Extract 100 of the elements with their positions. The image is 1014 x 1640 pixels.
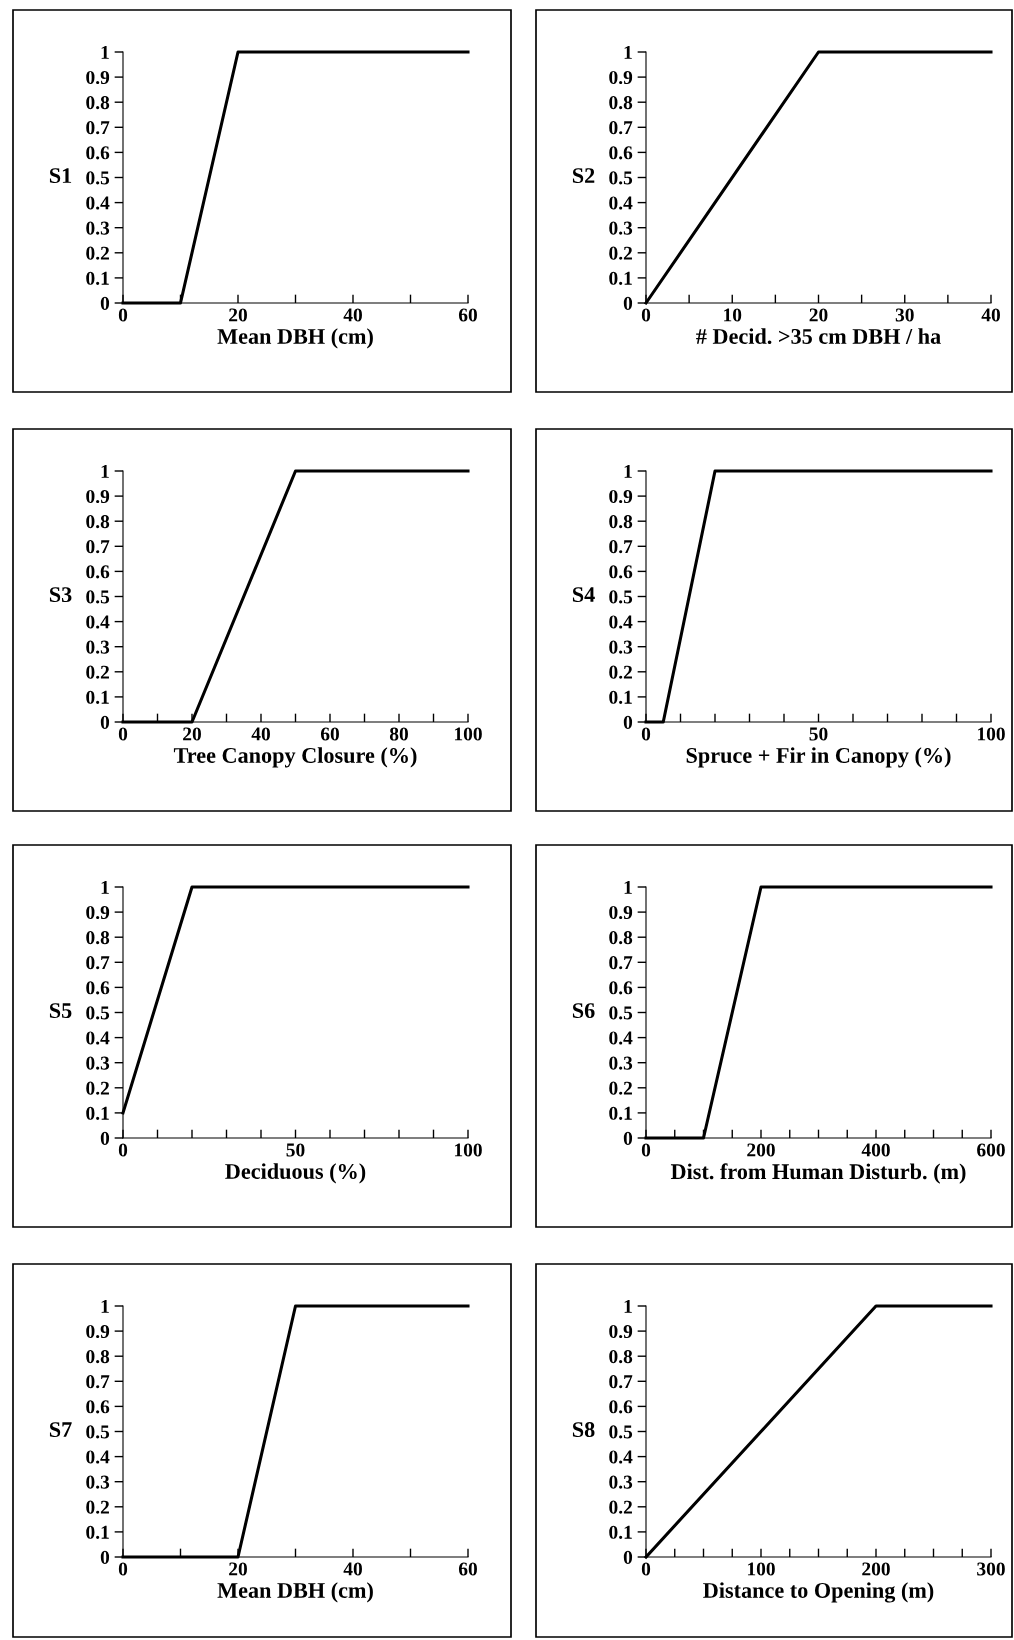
y-tick-label: 0.4 bbox=[86, 1450, 110, 1464]
y-tick-label: 0.5 bbox=[86, 590, 110, 604]
y-tick-label: 0.8 bbox=[609, 96, 633, 110]
y-tick-label: 0.4 bbox=[609, 1450, 633, 1464]
y-tick-label: 0.3 bbox=[609, 1475, 633, 1489]
x-tick-label: 20 bbox=[229, 308, 247, 322]
y-tick-label: 0 bbox=[623, 715, 633, 729]
y-tick-label: 0.6 bbox=[86, 146, 110, 160]
y-tick-label: 0.9 bbox=[86, 489, 110, 504]
x-axis-title: Mean DBH (cm) bbox=[217, 1582, 373, 1603]
x-tick-label: 0 bbox=[118, 308, 128, 322]
x-tick-label: 40 bbox=[251, 727, 270, 741]
x-tick-label: 0 bbox=[118, 1562, 128, 1576]
y-tick-label: 0.8 bbox=[86, 96, 110, 110]
y-tick-label: 0.3 bbox=[86, 640, 110, 654]
y-tick-label: 0.7 bbox=[609, 121, 633, 135]
x-tick-label: 40 bbox=[981, 308, 1000, 322]
x-axis-title: Distance to Opening (m) bbox=[703, 1582, 934, 1603]
y-tick-label: 0.1 bbox=[609, 271, 632, 285]
y-tick-label: 0.1 bbox=[609, 1525, 632, 1539]
y-tick-label: 0.2 bbox=[609, 1500, 632, 1514]
y-tick-label: 0.2 bbox=[86, 1081, 109, 1095]
y-tick-label: 0.7 bbox=[609, 540, 633, 554]
y-tick-label: 0.4 bbox=[86, 615, 110, 629]
y-tick-label: 0.1 bbox=[86, 690, 109, 704]
y-tick-label: 0.6 bbox=[609, 146, 633, 160]
y-tick-label: 0.4 bbox=[609, 615, 633, 629]
y-tick-label: 0.5 bbox=[609, 1006, 633, 1020]
y-tick-label: 0.5 bbox=[86, 1425, 110, 1439]
y-tick-label: 0.9 bbox=[86, 1324, 110, 1339]
y-tick-label: 0.1 bbox=[86, 271, 109, 285]
y-tick-label: 0.2 bbox=[86, 665, 109, 679]
x-tick-label: 60 bbox=[458, 1562, 477, 1576]
x-tick-label: 30 bbox=[895, 308, 914, 322]
y-tick-label: 0.6 bbox=[86, 1400, 110, 1414]
y-tick-label: 0.3 bbox=[86, 221, 110, 235]
y-tick-label: 1 bbox=[624, 1299, 632, 1313]
y-tick-label: 1 bbox=[101, 880, 109, 894]
y-tick-label: 0 bbox=[623, 296, 633, 310]
y-tick-label: 0.7 bbox=[86, 1375, 110, 1389]
y-tick-label: 0.1 bbox=[609, 1106, 632, 1120]
y-tick-label: 0.9 bbox=[86, 70, 110, 85]
x-tick-label: 200 bbox=[747, 1143, 775, 1157]
x-tick-label: 10 bbox=[724, 308, 742, 322]
y-tick-label: 0.3 bbox=[86, 1475, 110, 1489]
y-tick-label: 0.4 bbox=[609, 196, 633, 210]
y-tick-label: 0.9 bbox=[86, 905, 110, 920]
x-axis-title: Deciduous (%) bbox=[225, 1163, 366, 1184]
y-tick-label: 0 bbox=[100, 1550, 110, 1564]
y-tick-label: 0 bbox=[100, 715, 110, 729]
x-axis-title: Mean DBH (cm) bbox=[217, 328, 373, 349]
y-tick-label: 0.1 bbox=[609, 690, 632, 704]
x-tick-label: 0 bbox=[641, 308, 651, 322]
y-tick-label: 0.5 bbox=[609, 590, 633, 604]
y-tick-label: 0.3 bbox=[86, 1056, 110, 1070]
y-tick-label: 0 bbox=[100, 1131, 110, 1145]
y-tick-label: 0.4 bbox=[86, 1031, 110, 1045]
y-tick-label: 0.9 bbox=[609, 905, 633, 920]
y-tick-label: 0.2 bbox=[609, 246, 632, 260]
x-tick-label: 60 bbox=[458, 308, 477, 322]
y-tick-label: 0.2 bbox=[86, 1500, 109, 1514]
y-tick-label: 0.9 bbox=[609, 489, 633, 504]
y-tick-label: 0.3 bbox=[609, 1056, 633, 1070]
y-tick-label: 0.6 bbox=[609, 1400, 633, 1414]
x-tick-label: 20 bbox=[809, 308, 828, 322]
x-tick-label: 300 bbox=[977, 1562, 1005, 1576]
y-tick-label: 0 bbox=[623, 1550, 633, 1564]
x-tick-label: 0 bbox=[118, 1143, 128, 1157]
y-tick-label: 0.9 bbox=[609, 1324, 633, 1339]
y-tick-label: 0.6 bbox=[86, 565, 110, 579]
y-axis-title: S4 bbox=[572, 587, 595, 603]
y-tick-label: 0.5 bbox=[86, 1006, 110, 1020]
y-tick-label: 0.8 bbox=[609, 931, 633, 945]
y-axis-title: S7 bbox=[49, 1422, 72, 1438]
x-tick-label: 200 bbox=[862, 1562, 890, 1576]
y-tick-label: 1 bbox=[101, 1299, 109, 1313]
x-tick-label: 0 bbox=[641, 1562, 651, 1576]
x-tick-label: 20 bbox=[229, 1562, 247, 1576]
x-tick-label: 40 bbox=[343, 1562, 362, 1576]
y-tick-label: 1 bbox=[624, 880, 632, 894]
y-tick-label: 0.4 bbox=[86, 196, 110, 210]
y-tick-label: 0.8 bbox=[86, 515, 110, 529]
y-tick-label: 1 bbox=[624, 45, 632, 59]
y-axis-title: S8 bbox=[572, 1422, 595, 1438]
y-tick-label: 1 bbox=[101, 45, 109, 59]
y-tick-label: 0.2 bbox=[609, 1081, 632, 1095]
y-tick-label: 0 bbox=[100, 296, 110, 310]
y-axis-title: S3 bbox=[49, 587, 72, 603]
x-tick-label: 400 bbox=[861, 1143, 890, 1157]
y-axis-title: S2 bbox=[572, 168, 595, 184]
y-tick-label: 0.2 bbox=[609, 665, 632, 679]
y-tick-label: 1 bbox=[624, 464, 632, 478]
x-axis-title: Tree Canopy Closure (%) bbox=[173, 747, 417, 768]
x-tick-label: 600 bbox=[977, 1143, 1005, 1157]
y-tick-label: 0.3 bbox=[609, 640, 633, 654]
x-tick-label: 20 bbox=[183, 727, 201, 741]
y-tick-label: 0.8 bbox=[609, 515, 633, 529]
y-tick-label: 0.1 bbox=[86, 1106, 109, 1120]
y-tick-label: 0.8 bbox=[86, 931, 110, 945]
y-axis-title: S6 bbox=[572, 1003, 595, 1019]
